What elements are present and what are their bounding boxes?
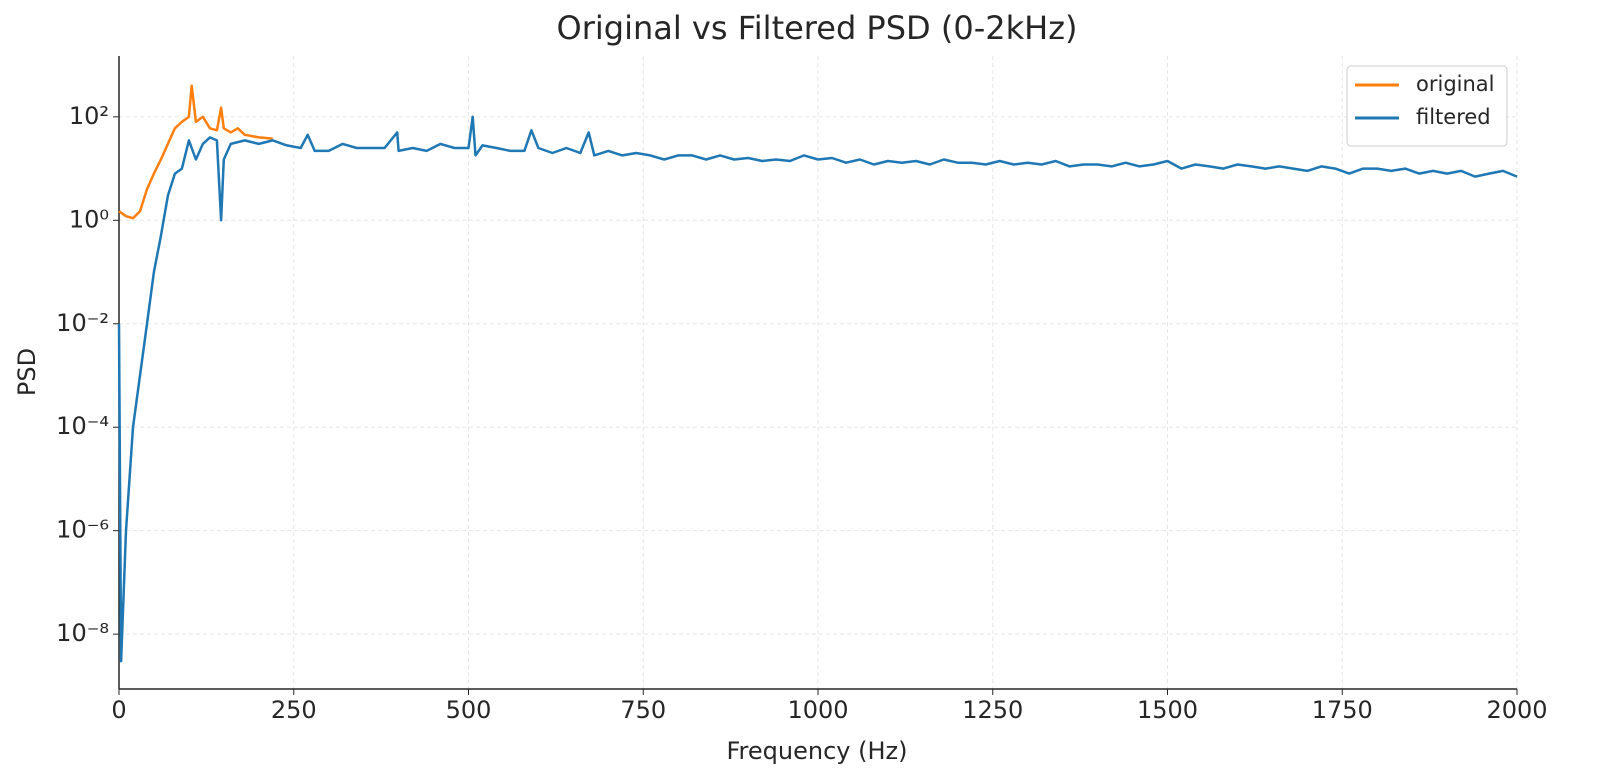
x-tick-label: 2000	[1486, 696, 1547, 724]
x-tick-label: 1750	[1312, 696, 1373, 724]
series-line	[117, 115, 1518, 663]
x-tick-label: 1000	[787, 696, 848, 724]
y-tick-label: 10⁻⁶	[56, 516, 109, 544]
y-tick-label: 10⁻⁴	[56, 412, 109, 440]
y-axis-label: PSD	[13, 348, 41, 396]
series-line	[118, 84, 273, 220]
y-tick-label: 10²	[69, 102, 109, 130]
x-tick-label: 0	[111, 696, 126, 724]
y-tick-label: 10⁰	[69, 205, 109, 233]
x-tick-label: 750	[620, 696, 666, 724]
legend-label: original	[1416, 72, 1495, 96]
y-tick-label: 10⁻²	[56, 309, 109, 337]
x-tick-label: 1500	[1137, 696, 1198, 724]
x-tick-label: 1250	[962, 696, 1023, 724]
chart-title: Original vs Filtered PSD (0-2kHz)	[557, 9, 1078, 47]
x-axis-label: Frequency (Hz)	[727, 737, 908, 765]
x-tick-label: 500	[446, 696, 492, 724]
x-tick-label: 250	[271, 696, 317, 724]
legend-label: filtered	[1416, 105, 1491, 129]
y-tick-label: 10⁻⁸	[56, 619, 109, 647]
